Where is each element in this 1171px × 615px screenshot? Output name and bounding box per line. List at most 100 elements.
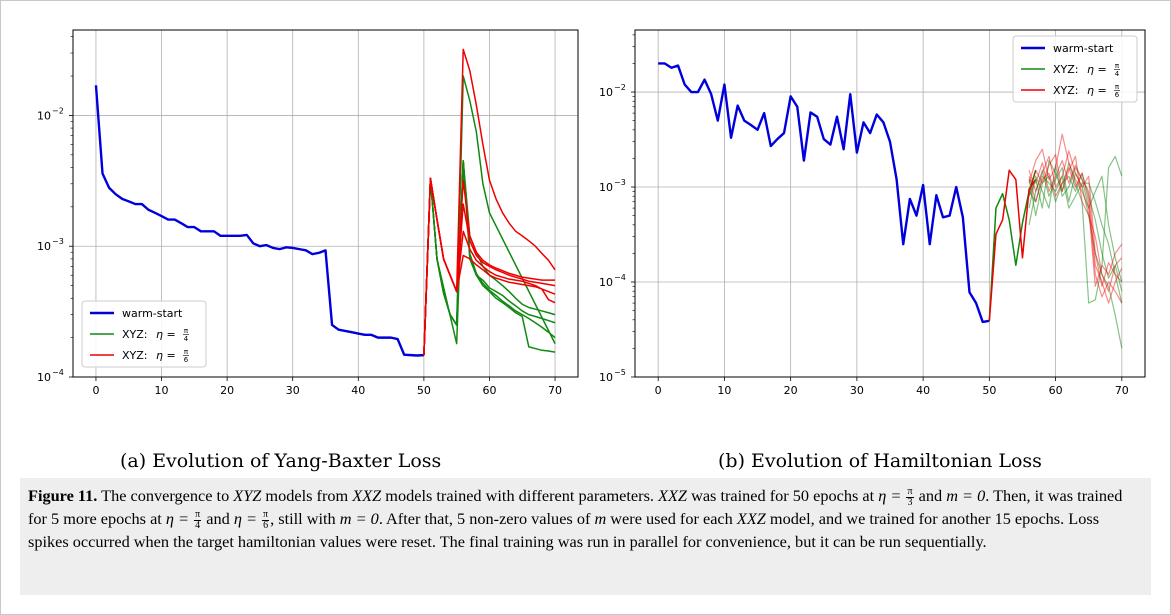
legend-fraction-denominator: 6: [184, 356, 189, 364]
figure-caption: Figure 11. The convergence to XYZ models…: [28, 485, 1138, 552]
x-tick-label: 40: [916, 384, 930, 397]
caption-text: model, and we trained for another 15 epo…: [28, 508, 1100, 551]
caption-text: , still with: [270, 508, 340, 528]
y-tick-exponent: −4: [614, 273, 626, 282]
legend-fraction-denominator: 4: [1115, 70, 1120, 78]
fraction-numerator: π: [906, 485, 914, 498]
series-line: [94, 85, 424, 357]
series-group: [94, 48, 556, 357]
series-line: [988, 169, 1037, 321]
y-tick-label: 10: [37, 240, 51, 253]
series-line: [423, 160, 556, 356]
y-tick-label: 10: [599, 276, 613, 289]
x-tick-label: 30: [850, 384, 864, 397]
series-line: [423, 160, 556, 356]
legend-label-math: η =: [156, 328, 176, 341]
x-tick-label: 10: [155, 384, 169, 397]
legend-label: XYZ:: [1053, 63, 1079, 76]
series-line: [1028, 155, 1123, 304]
y-tick-exponent: −3: [614, 178, 626, 187]
caption-box: Figure 11. The convergence to XYZ models…: [20, 478, 1151, 595]
series-group: [658, 62, 1123, 349]
series-line: [1028, 164, 1123, 283]
fraction-denominator: 4: [195, 519, 201, 531]
x-tick-label: 70: [1115, 384, 1129, 397]
series-line: [1028, 172, 1123, 292]
x-tick-label: 0: [92, 384, 99, 397]
caption-model: XXZ: [658, 486, 687, 505]
subcaption-a: (a) Evolution of Yang-Baxter Loss: [120, 450, 442, 472]
caption-text: The convergence to: [101, 486, 234, 505]
x-tick-label: 50: [982, 384, 996, 397]
caption-text: and: [202, 508, 234, 528]
caption-text: was trained for 50 epochs at: [687, 486, 879, 505]
series-line: [658, 62, 990, 324]
caption-text: . After that, 5 non-zero values of: [378, 508, 595, 528]
legend-label: warm-start: [1053, 42, 1114, 55]
caption-math: m = 0: [946, 486, 986, 505]
legend-fraction-denominator: 4: [184, 335, 189, 343]
legend-box: [1012, 35, 1138, 103]
series-line: [1028, 153, 1123, 292]
x-tick-label: 20: [784, 384, 798, 397]
caption-model: XYZ: [233, 486, 262, 505]
x-axis: 0 10 20 30 40 50 60 70: [92, 377, 562, 397]
x-axis: 0 10 20 30 40 50 60 70: [655, 377, 1129, 397]
caption-label: Figure 11.: [28, 486, 98, 505]
y-tick-label: 10: [37, 109, 51, 122]
y-tick-exponent: −4: [52, 368, 64, 377]
legend-label-math: η =: [1087, 84, 1107, 97]
legend-fraction-numerator: π: [184, 327, 189, 335]
series-line: [1028, 159, 1123, 304]
x-tick-label: 40: [351, 384, 365, 397]
y-tick-label: 10: [37, 371, 51, 384]
caption-text: were used for each: [606, 508, 737, 528]
fraction-numerator: π: [194, 508, 202, 521]
series-line: [423, 177, 556, 356]
subcaption-b: (b) Evolution of Hamiltonian Loss: [718, 450, 1042, 472]
legend-label: XYZ:: [122, 349, 148, 362]
legend-box: [81, 300, 207, 368]
y-tick-exponent: −5: [614, 368, 626, 377]
caption-math: m = 0: [339, 508, 379, 528]
caption-math: m: [594, 508, 607, 528]
x-tick-label: 10: [717, 384, 731, 397]
plot-frame: [72, 29, 579, 378]
x-tick-label: 0: [655, 384, 662, 397]
x-tick-label: 30: [286, 384, 300, 397]
fraction-denominator: 3: [907, 496, 913, 508]
caption-model: XXZ: [736, 508, 766, 528]
series-line: [1028, 167, 1123, 304]
legend-fraction-numerator: π: [184, 348, 189, 356]
y-tick-label: 10: [599, 371, 613, 384]
series-line: [1028, 175, 1123, 304]
y-tick-exponent: −3: [52, 237, 64, 246]
caption-math: η =: [233, 508, 262, 528]
y-axis: 10−510−410−310−2: [599, 83, 635, 384]
legend-label-math: η =: [156, 349, 176, 362]
y-tick-exponent: −2: [614, 83, 626, 92]
legend-fraction-numerator: π: [1115, 62, 1120, 70]
series-line: [1028, 133, 1123, 287]
legend-fraction-denominator: 6: [1115, 91, 1120, 99]
x-tick-label: 60: [1049, 384, 1063, 397]
legend-fraction-numerator: π: [1115, 83, 1120, 91]
x-tick-label: 20: [220, 384, 234, 397]
caption-text: . Then, it was trained for 5 more epochs…: [28, 486, 1123, 528]
fraction-denominator: 6: [263, 519, 269, 531]
legend-label: XYZ:: [1053, 84, 1079, 97]
series-line: [1028, 150, 1123, 287]
x-tick-label: 60: [482, 384, 496, 397]
legend-label: XYZ:: [122, 328, 148, 341]
caption-text: models trained with different parameters…: [381, 486, 659, 505]
caption-text: and: [914, 486, 947, 505]
y-axis: 10−410−310−2: [37, 106, 73, 384]
series-line: [1028, 167, 1123, 349]
